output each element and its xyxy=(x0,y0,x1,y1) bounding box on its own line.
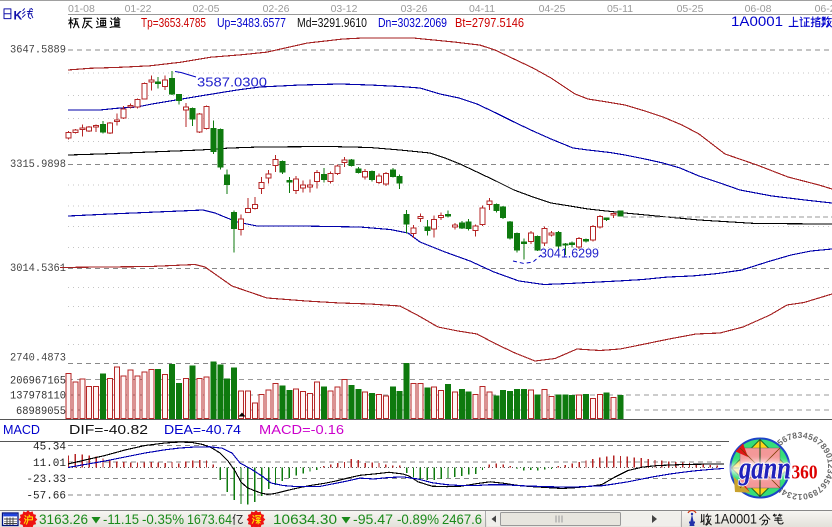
svg-text:Up=3483.6577: Up=3483.6577 xyxy=(217,16,286,30)
svg-text:8: 8 xyxy=(811,487,820,498)
svg-text:Tp=3653.4785: Tp=3653.4785 xyxy=(141,16,206,30)
svg-text:6: 6 xyxy=(811,434,820,445)
svg-text:5: 5 xyxy=(807,431,815,442)
svg-text:05-11: 05-11 xyxy=(607,3,633,15)
svg-text:3041.6299: 3041.6299 xyxy=(540,247,599,261)
svg-text:03-12: 03-12 xyxy=(331,3,358,15)
svg-text:-57.66: -57.66 xyxy=(26,491,66,503)
svg-text:7: 7 xyxy=(815,437,825,448)
svg-text:-23.33: -23.33 xyxy=(26,474,66,486)
svg-text:68989055: 68989055 xyxy=(16,406,66,418)
svg-text:8: 8 xyxy=(791,430,798,441)
svg-text:3163.26: 3163.26 xyxy=(39,512,88,527)
svg-text:Dn=3032.2069: Dn=3032.2069 xyxy=(378,16,447,30)
svg-text:05-25: 05-25 xyxy=(677,3,704,15)
svg-text:1A0001: 1A0001 xyxy=(714,512,757,527)
svg-text:137978110: 137978110 xyxy=(10,391,66,403)
svg-text:2: 2 xyxy=(791,491,798,502)
svg-text:3647.5889: 3647.5889 xyxy=(10,45,66,57)
svg-text:7: 7 xyxy=(785,431,793,442)
svg-text:1673.64: 1673.64 xyxy=(187,512,232,527)
svg-text:03-26: 03-26 xyxy=(401,3,428,15)
svg-text:06-22: 06-22 xyxy=(815,3,832,15)
svg-text:0: 0 xyxy=(802,491,809,502)
svg-text:3315.9898: 3315.9898 xyxy=(10,159,66,171)
svg-text:01-22: 01-22 xyxy=(125,3,152,15)
svg-text:3587.0300: 3587.0300 xyxy=(197,76,267,90)
svg-text:MACD: MACD xyxy=(3,422,40,437)
svg-text:-0.89%: -0.89% xyxy=(397,512,439,527)
svg-text:01-08: 01-08 xyxy=(68,3,95,15)
svg-text:8: 8 xyxy=(818,441,829,451)
svg-text:6: 6 xyxy=(780,434,789,445)
svg-text:1A0001: 1A0001 xyxy=(731,14,783,29)
svg-text:DEA=-40.74: DEA=-40.74 xyxy=(164,423,241,437)
svg-text:04-11: 04-11 xyxy=(469,3,495,15)
svg-text:4: 4 xyxy=(780,487,789,498)
svg-text:11.01: 11.01 xyxy=(33,458,66,470)
svg-text:1: 1 xyxy=(797,492,802,502)
svg-text:06-08: 06-08 xyxy=(745,3,772,15)
svg-text:MACD=-0.16: MACD=-0.16 xyxy=(259,423,344,437)
svg-text:DIF=-40.82: DIF=-40.82 xyxy=(69,423,148,437)
svg-text:2740.4873: 2740.4873 xyxy=(10,353,66,365)
svg-text:4: 4 xyxy=(824,473,832,481)
svg-text:3: 3 xyxy=(798,430,803,440)
svg-text:6: 6 xyxy=(818,481,829,491)
svg-text:-0.35%: -0.35% xyxy=(142,512,184,527)
svg-text:360: 360 xyxy=(792,462,818,484)
svg-text:Md=3291.9610: Md=3291.9610 xyxy=(297,16,367,30)
svg-text:0: 0 xyxy=(824,451,832,459)
svg-text:4: 4 xyxy=(802,430,809,441)
svg-text:7: 7 xyxy=(815,484,825,495)
svg-text:-95.47: -95.47 xyxy=(353,512,393,527)
svg-text:45.34: 45.34 xyxy=(33,441,66,453)
svg-text:5: 5 xyxy=(821,477,832,486)
svg-text:K: K xyxy=(14,9,23,23)
svg-text:2467.6: 2467.6 xyxy=(442,512,482,527)
svg-text:10634.30: 10634.30 xyxy=(273,512,337,527)
svg-text:02-05: 02-05 xyxy=(193,3,220,15)
svg-text:3014.5361: 3014.5361 xyxy=(10,263,66,275)
svg-text:9: 9 xyxy=(806,490,814,501)
svg-text:Bt=2797.5146: Bt=2797.5146 xyxy=(455,16,524,30)
svg-text:-11.15: -11.15 xyxy=(103,512,139,527)
svg-text:gann: gann xyxy=(738,450,791,486)
svg-text:3: 3 xyxy=(825,468,832,475)
svg-text:3: 3 xyxy=(785,490,793,501)
svg-text:9: 9 xyxy=(821,446,832,455)
svg-text:1: 1 xyxy=(825,457,832,464)
svg-text:2: 2 xyxy=(826,464,832,469)
svg-text:5: 5 xyxy=(775,437,785,448)
svg-text:gann: gann xyxy=(738,450,791,486)
svg-text:206967165: 206967165 xyxy=(10,375,66,387)
svg-text:02-26: 02-26 xyxy=(263,3,290,15)
svg-text:04-25: 04-25 xyxy=(539,3,566,15)
